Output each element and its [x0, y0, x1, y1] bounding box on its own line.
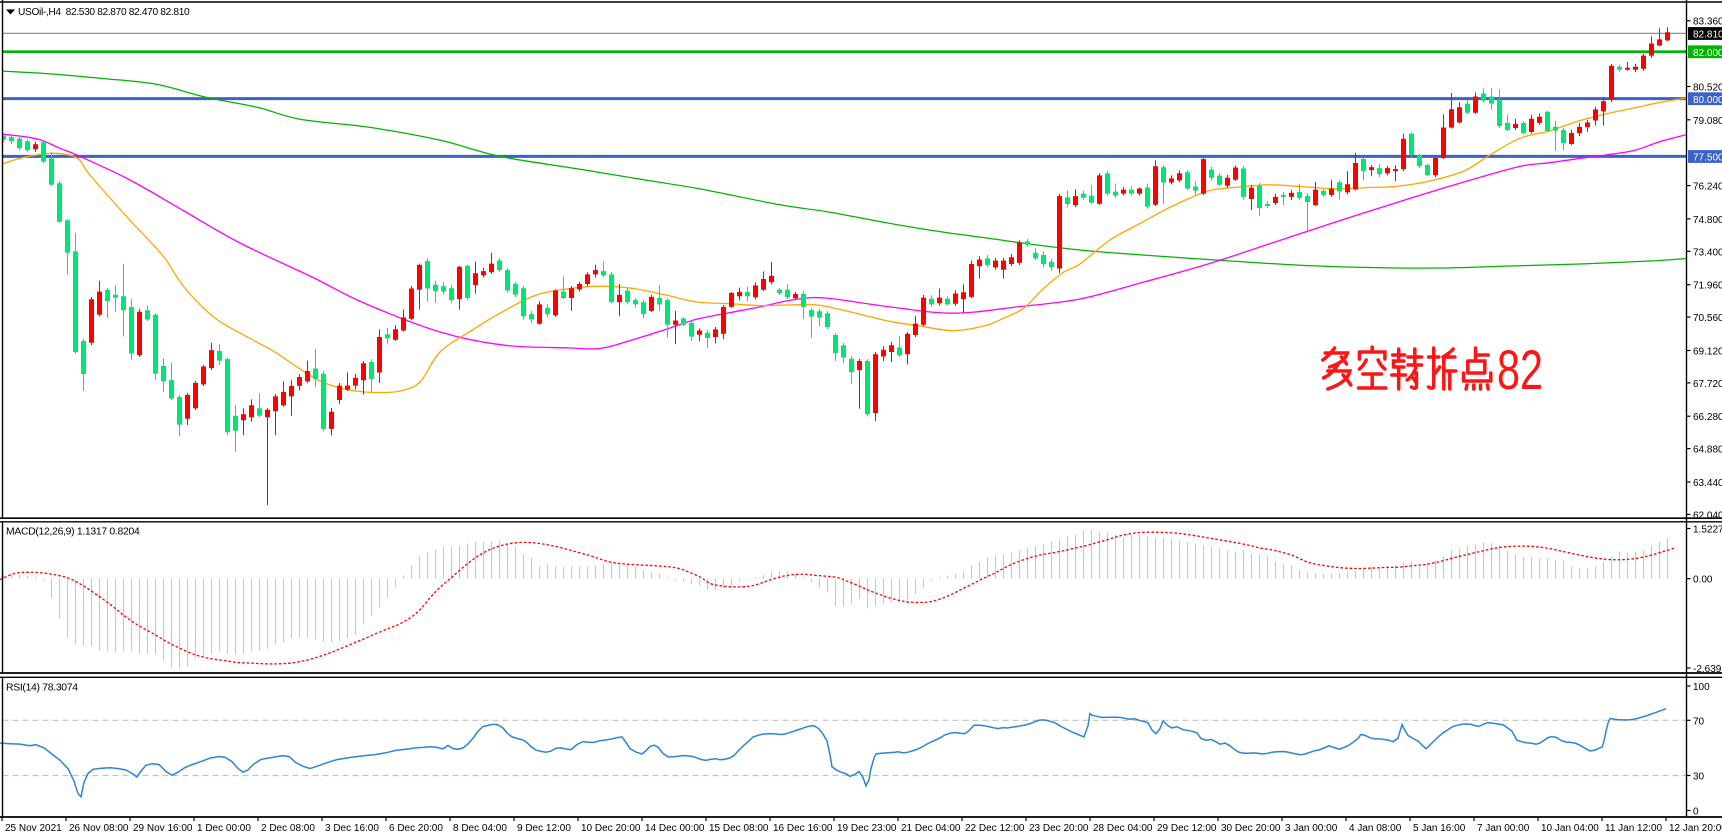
svg-text:9 Dec 12:00: 9 Dec 12:00 [517, 823, 571, 834]
svg-text:10 Jan 04:00: 10 Jan 04:00 [1541, 823, 1599, 834]
svg-text:80.000: 80.000 [1693, 95, 1722, 106]
svg-text:67.720: 67.720 [1693, 379, 1722, 390]
svg-text:12 Jan 20:00: 12 Jan 20:00 [1669, 823, 1722, 834]
svg-text:71.960: 71.960 [1693, 281, 1722, 292]
svg-text:RSI(14) 78.3074: RSI(14) 78.3074 [6, 683, 78, 694]
svg-text:82.810: 82.810 [1693, 30, 1722, 41]
svg-text:100: 100 [1693, 682, 1710, 693]
svg-text:7 Jan 00:00: 7 Jan 00:00 [1477, 823, 1530, 834]
svg-text:82.000: 82.000 [1693, 48, 1722, 59]
svg-text:62.040: 62.040 [1693, 510, 1722, 521]
svg-text:74.800: 74.800 [1693, 215, 1722, 226]
svg-text:8 Dec 04:00: 8 Dec 04:00 [453, 823, 507, 834]
svg-text:69.120: 69.120 [1693, 347, 1722, 358]
svg-text:11 Jan 12:00: 11 Jan 12:00 [1605, 823, 1663, 834]
svg-text:63.440: 63.440 [1693, 478, 1722, 489]
svg-text:3 Jan 00:00: 3 Jan 00:00 [1285, 823, 1338, 834]
svg-text:0: 0 [1693, 807, 1699, 818]
svg-text:29 Nov 16:00: 29 Nov 16:00 [133, 823, 193, 834]
svg-text:70: 70 [1693, 716, 1705, 727]
svg-text:77.500: 77.500 [1693, 153, 1722, 164]
svg-text:16 Dec 16:00: 16 Dec 16:00 [773, 823, 833, 834]
svg-text:79.080: 79.080 [1693, 116, 1722, 127]
svg-text:64.880: 64.880 [1693, 445, 1722, 456]
svg-text:30: 30 [1693, 772, 1705, 783]
svg-text:80.520: 80.520 [1693, 83, 1722, 94]
svg-text:29 Dec 12:00: 29 Dec 12:00 [1157, 823, 1217, 834]
svg-text:73.400: 73.400 [1693, 247, 1722, 258]
svg-text:4 Jan 08:00: 4 Jan 08:00 [1349, 823, 1402, 834]
svg-text:6 Dec 20:00: 6 Dec 20:00 [389, 823, 443, 834]
svg-text:14 Dec 00:00: 14 Dec 00:00 [645, 823, 705, 834]
svg-text:30 Dec 20:00: 30 Dec 20:00 [1221, 823, 1281, 834]
svg-text:25 Nov 2021: 25 Nov 2021 [5, 823, 62, 834]
svg-text:1.5227: 1.5227 [1693, 525, 1722, 536]
svg-text:26 Nov 08:00: 26 Nov 08:00 [69, 823, 129, 834]
svg-text:-2.6392: -2.6392 [1693, 664, 1722, 675]
svg-text:21 Dec 04:00: 21 Dec 04:00 [901, 823, 961, 834]
svg-text:10 Dec 20:00: 10 Dec 20:00 [581, 823, 641, 834]
svg-text:23 Dec 20:00: 23 Dec 20:00 [1029, 823, 1089, 834]
svg-text:82: 82 [1497, 338, 1543, 401]
svg-text:3 Dec 16:00: 3 Dec 16:00 [325, 823, 379, 834]
svg-text:22 Dec 12:00: 22 Dec 12:00 [965, 823, 1025, 834]
svg-text:15 Dec 08:00: 15 Dec 08:00 [709, 823, 769, 834]
svg-text:83.360: 83.360 [1693, 17, 1722, 28]
svg-text:66.280: 66.280 [1693, 412, 1722, 423]
svg-text:19 Dec 23:00: 19 Dec 23:00 [837, 823, 897, 834]
svg-text:70.560: 70.560 [1693, 313, 1722, 324]
svg-text:MACD(12,26,9) 1.1317 0.8204: MACD(12,26,9) 1.1317 0.8204 [6, 527, 140, 538]
svg-text:76.240: 76.240 [1693, 182, 1722, 193]
svg-text:2 Dec 08:00: 2 Dec 08:00 [261, 823, 315, 834]
svg-text:5 Jan 16:00: 5 Jan 16:00 [1413, 823, 1466, 834]
svg-text:1 Dec 00:00: 1 Dec 00:00 [197, 823, 251, 834]
svg-text:0.00: 0.00 [1693, 575, 1713, 586]
svg-text:USOil-,H4 82.530 82.870 82.47: USOil-,H4 82.530 82.870 82.470 82.810 [18, 7, 190, 18]
svg-text:28 Dec 04:00: 28 Dec 04:00 [1093, 823, 1153, 834]
